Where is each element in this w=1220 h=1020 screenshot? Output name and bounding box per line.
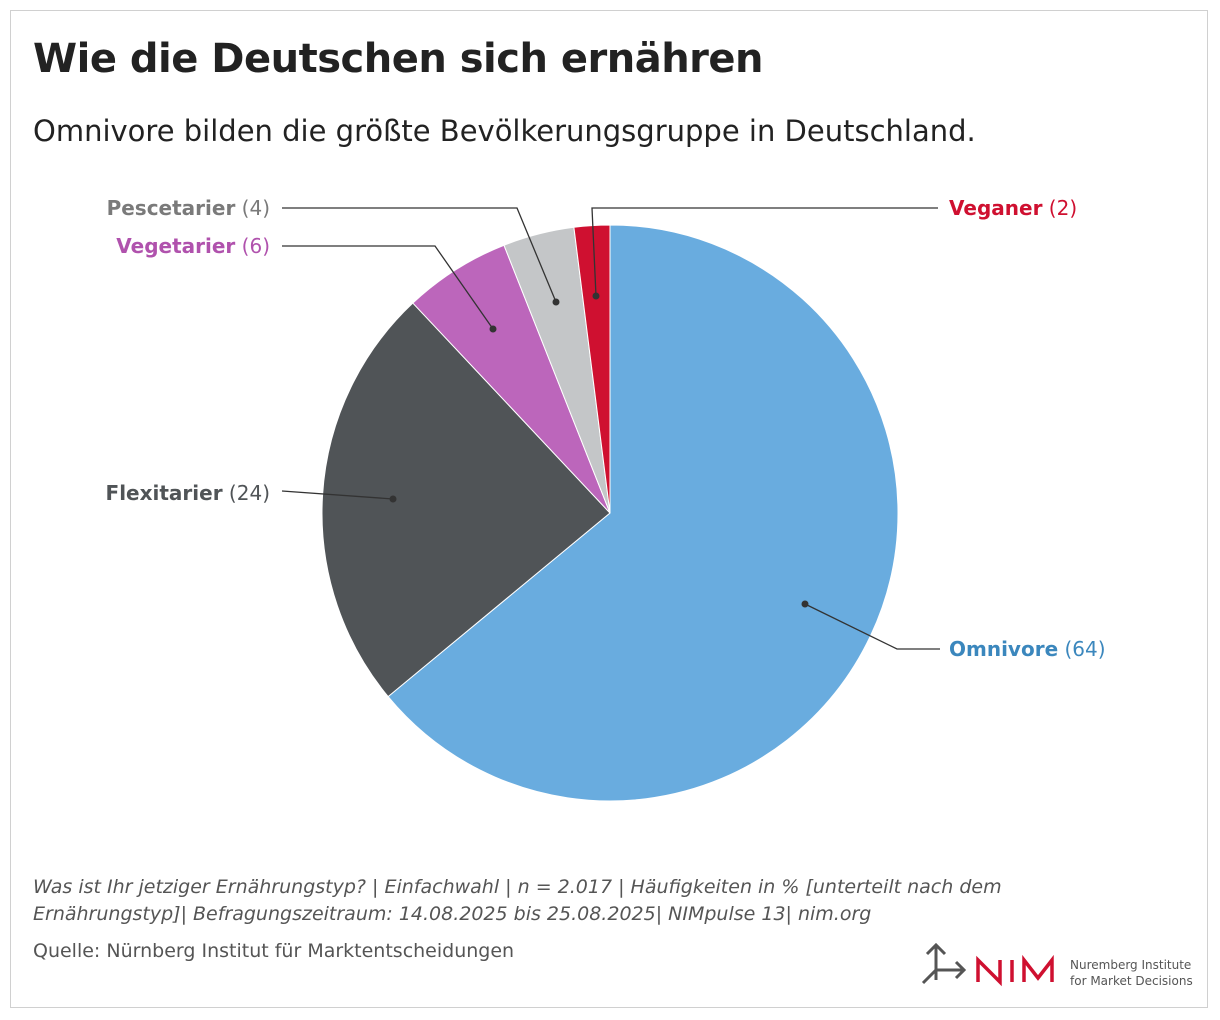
leader-dot-flexitarier [389, 495, 397, 503]
pie-slice-veganer [573, 224, 611, 514]
source-text: Quelle: Nürnberg Institut für Marktentsc… [33, 940, 515, 962]
data-label-pescetarier: Pescetarier (4) [107, 196, 270, 220]
arrows-icon [921, 942, 967, 985]
logo-line1: Nuremberg Institute [1070, 958, 1191, 972]
leader-dot-pescetarier [552, 298, 560, 306]
leader-dot-omnivore [801, 600, 809, 608]
label-value: (64) [1058, 637, 1105, 661]
label-value: (4) [235, 196, 270, 220]
data-label-omnivore: Omnivore (64) [949, 637, 1106, 661]
label-value: (2) [1042, 196, 1077, 220]
survey-note: Was ist Ihr jetziger Ernährungstyp? | Ei… [33, 876, 1002, 925]
chart-subtitle: Omnivore bilden die größte Bevölkerungsg… [33, 114, 976, 148]
leader-line-flexitarier [281, 490, 394, 500]
pie-slice-flexitarier [321, 302, 611, 698]
data-label-veganer: Veganer (2) [949, 196, 1077, 220]
leader-line-vegetarier [282, 245, 494, 330]
leader-line-veganer [591, 207, 938, 297]
label-category: Omnivore [949, 637, 1058, 661]
leader-line-pescetarier [282, 207, 557, 303]
chart-frame [10, 10, 1208, 1008]
logo-line2: for Market Decisions [1070, 974, 1193, 988]
label-category: Pescetarier [107, 196, 236, 220]
label-category: Veganer [949, 196, 1043, 220]
pie-chart: Omnivore (64) Flexitarier (24) Vegetarier … [106, 196, 1106, 802]
leader-dot-vegetarier [489, 325, 497, 333]
leader-dot-veganer [592, 292, 600, 300]
data-label-flexitarier: Flexitarier (24) [106, 481, 270, 505]
nim-logo: Nuremberg Institute for Market Decisions [921, 942, 1193, 988]
leader-line-omnivore [804, 603, 940, 650]
data-label-vegetarier: Vegetarier (6) [116, 234, 270, 258]
chart-title: Wie die Deutschen sich ernähren [33, 36, 764, 82]
label-value: (24) [223, 481, 270, 505]
label-category: Flexitarier [106, 481, 223, 505]
nim-wordmark [976, 954, 1054, 987]
label-category: Vegetarier [116, 234, 235, 258]
label-value: (6) [235, 234, 270, 258]
